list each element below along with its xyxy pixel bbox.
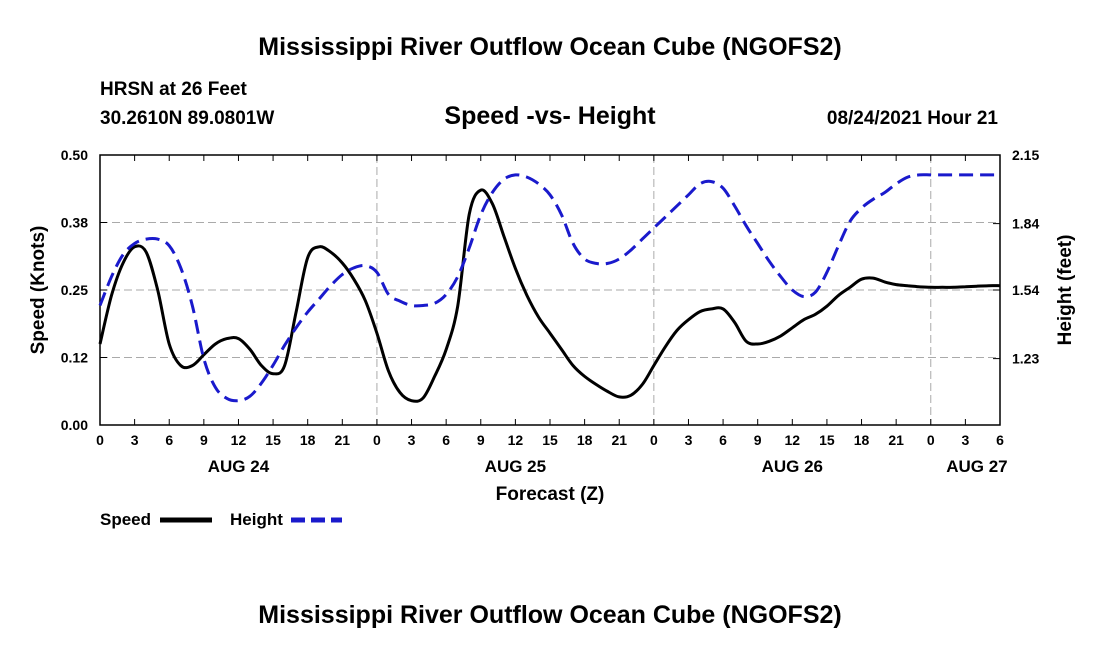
- x-tick-label: 3: [131, 432, 139, 448]
- page-title: Mississippi River Outflow Ocean Cube (NG…: [258, 33, 841, 61]
- x-tick-label: 9: [754, 432, 762, 448]
- x-tick-label: 15: [265, 432, 281, 448]
- y-axis-label: Speed (Knots): [28, 226, 49, 355]
- x-tick-label: 3: [408, 432, 416, 448]
- x-tick-label: 12: [785, 432, 801, 448]
- x-tick-label: 6: [996, 432, 1004, 448]
- axes: 0 3 6 9 12 15 18 21 0 3 6 9 12 15 18 21 0 3 6 9 12 15 18 21 0 3 6 A…: [61, 147, 1040, 476]
- x-tick-label: 18: [577, 432, 593, 448]
- x-tick-label: 6: [442, 432, 450, 448]
- y2-tick-label: 1.54: [1012, 282, 1039, 298]
- timestamp-label: 08/24/2021 Hour 21: [827, 108, 999, 129]
- x-tick-label: 3: [961, 432, 969, 448]
- x-tick-label: 18: [300, 432, 316, 448]
- x-tick-label: 18: [854, 432, 870, 448]
- y-tick-label: 0.50: [61, 147, 88, 163]
- x-tick-label: 12: [508, 432, 524, 448]
- date-label: AUG 25: [485, 457, 546, 476]
- date-label: AUG 26: [762, 457, 823, 476]
- legend-height-label: Height: [230, 510, 283, 529]
- x-tick-label: 0: [650, 432, 658, 448]
- station-label: HRSN at 26 Feet: [100, 79, 247, 100]
- x-tick-label: 9: [200, 432, 208, 448]
- legend-speed-label: Speed: [100, 510, 151, 529]
- grid-lines: [100, 155, 1000, 425]
- y-tick-label: 0.25: [61, 282, 88, 298]
- y2-tick-label: 1.23: [1012, 351, 1039, 367]
- x-tick-label: 6: [165, 432, 173, 448]
- x-tick-label: 0: [373, 432, 381, 448]
- x-tick-label: 0: [927, 432, 935, 448]
- x-tick-label: 12: [231, 432, 247, 448]
- x-tick-label: 21: [888, 432, 904, 448]
- series-group: [98, 173, 1001, 403]
- legend: Speed Height: [100, 510, 342, 529]
- date-label: AUG 27: [946, 457, 1007, 476]
- y2-axis-label: Height (feet): [1055, 235, 1076, 346]
- y2-tick-label: 1.84: [1012, 216, 1039, 232]
- y-tick-label: 0.00: [61, 417, 88, 433]
- x-axis-label: Forecast (Z): [496, 484, 605, 505]
- x-tick-label: 3: [685, 432, 693, 448]
- x-tick-label: 21: [335, 432, 351, 448]
- date-label: AUG 24: [208, 457, 270, 476]
- chart-title: Speed -vs- Height: [444, 102, 656, 130]
- x-tick-label: 9: [477, 432, 485, 448]
- speed-series-line: [98, 188, 1001, 403]
- x-tick-label: 21: [611, 432, 627, 448]
- footer-title: Mississippi River Outflow Ocean Cube (NG…: [258, 601, 841, 629]
- x-tick-label: 15: [819, 432, 835, 448]
- x-tick-label: 6: [719, 432, 727, 448]
- y-tick-label: 0.12: [61, 350, 88, 366]
- x-tick-label: 0: [96, 432, 104, 448]
- x-tick-label: 15: [542, 432, 558, 448]
- y2-tick-label: 2.15: [1012, 147, 1039, 163]
- y-tick-label: 0.38: [61, 215, 88, 231]
- height-series-line: [98, 173, 1000, 403]
- location-label: 30.2610N 89.0801W: [100, 108, 274, 129]
